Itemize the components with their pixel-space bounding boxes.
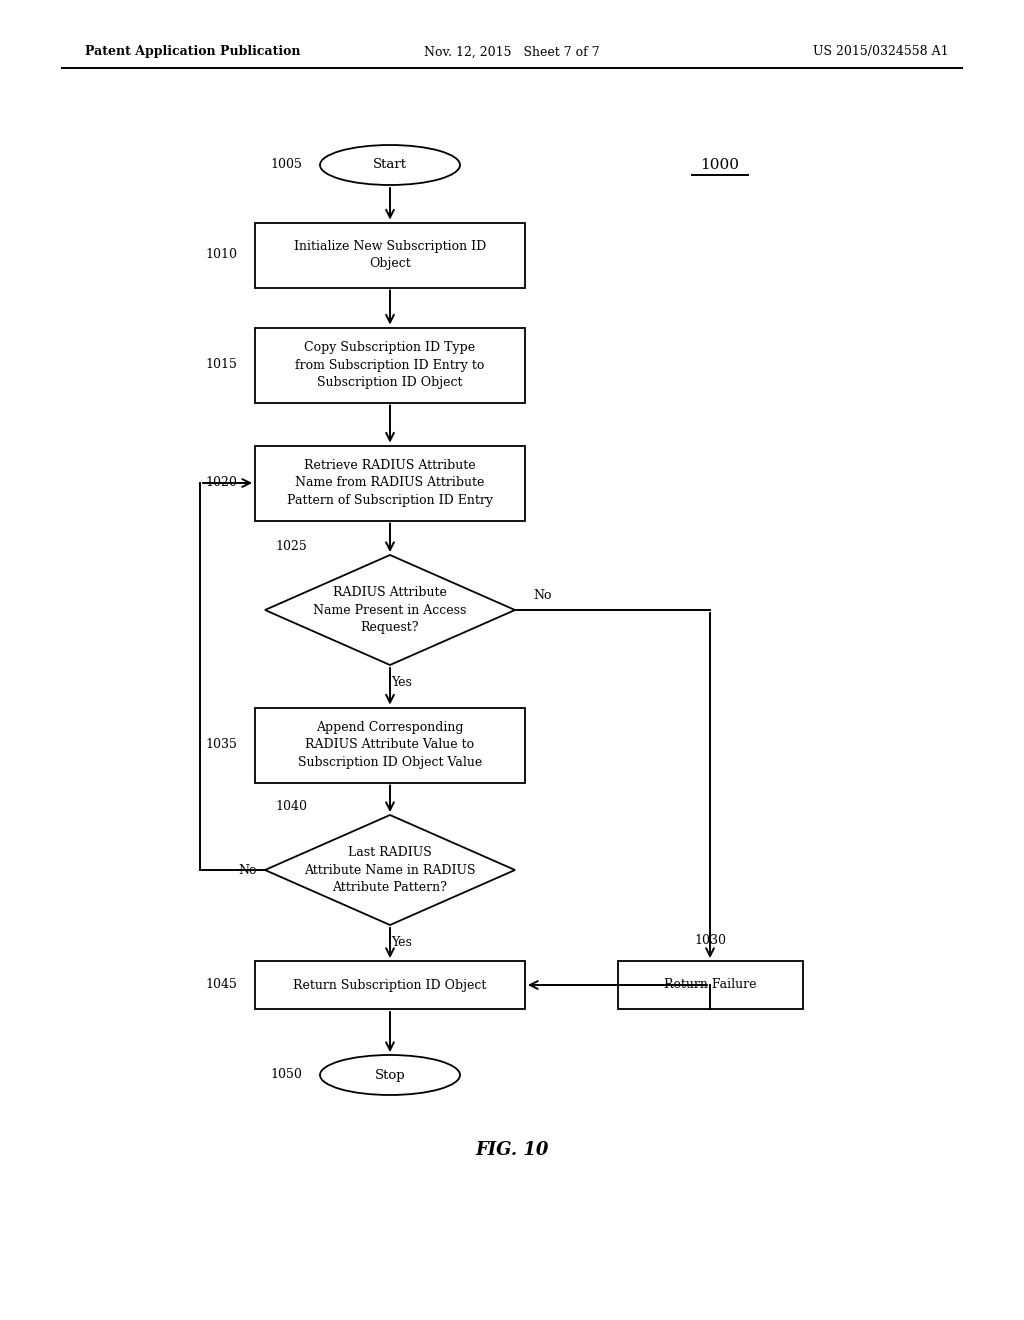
- Text: 1040: 1040: [275, 800, 307, 813]
- Ellipse shape: [319, 145, 460, 185]
- Text: 1045: 1045: [205, 978, 237, 991]
- Text: FIG. 10: FIG. 10: [475, 1140, 549, 1159]
- Text: Return Subscription ID Object: Return Subscription ID Object: [293, 978, 486, 991]
- Text: Last RADIUS
Attribute Name in RADIUS
Attribute Pattern?: Last RADIUS Attribute Name in RADIUS Att…: [304, 846, 476, 894]
- Text: Retrieve RADIUS Attribute
Name from RADIUS Attribute
Pattern of Subscription ID : Retrieve RADIUS Attribute Name from RADI…: [287, 459, 493, 507]
- FancyBboxPatch shape: [255, 223, 525, 288]
- Ellipse shape: [319, 1055, 460, 1096]
- Text: US 2015/0324558 A1: US 2015/0324558 A1: [813, 45, 949, 58]
- Text: Nov. 12, 2015   Sheet 7 of 7: Nov. 12, 2015 Sheet 7 of 7: [424, 45, 600, 58]
- Text: 1020: 1020: [205, 477, 237, 490]
- Text: Yes: Yes: [391, 676, 413, 689]
- Text: Append Corresponding
RADIUS Attribute Value to
Subscription ID Object Value: Append Corresponding RADIUS Attribute Va…: [298, 721, 482, 770]
- FancyBboxPatch shape: [255, 327, 525, 403]
- Polygon shape: [265, 814, 515, 925]
- Text: Stop: Stop: [375, 1068, 406, 1081]
- Text: 1015: 1015: [205, 359, 237, 371]
- FancyBboxPatch shape: [617, 961, 803, 1008]
- Text: 1000: 1000: [700, 158, 739, 172]
- Text: 1025: 1025: [275, 540, 307, 553]
- Text: Start: Start: [373, 158, 407, 172]
- FancyBboxPatch shape: [255, 961, 525, 1008]
- Text: 1010: 1010: [205, 248, 237, 261]
- Text: Initialize New Subscription ID
Object: Initialize New Subscription ID Object: [294, 240, 486, 271]
- Text: 1005: 1005: [270, 158, 302, 172]
- Text: RADIUS Attribute
Name Present in Access
Request?: RADIUS Attribute Name Present in Access …: [313, 586, 467, 634]
- FancyBboxPatch shape: [255, 446, 525, 520]
- Text: 1030: 1030: [694, 935, 726, 946]
- Text: No: No: [239, 863, 257, 876]
- Text: 1050: 1050: [270, 1068, 302, 1081]
- Text: Return Failure: Return Failure: [664, 978, 757, 991]
- Polygon shape: [265, 554, 515, 665]
- Text: No: No: [534, 589, 552, 602]
- FancyBboxPatch shape: [255, 708, 525, 783]
- Text: Yes: Yes: [391, 936, 413, 949]
- Text: Patent Application Publication: Patent Application Publication: [85, 45, 300, 58]
- Text: 1035: 1035: [205, 738, 237, 751]
- Text: Copy Subscription ID Type
from Subscription ID Entry to
Subscription ID Object: Copy Subscription ID Type from Subscript…: [295, 341, 484, 389]
